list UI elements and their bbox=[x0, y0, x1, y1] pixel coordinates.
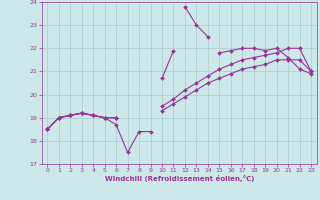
X-axis label: Windchill (Refroidissement éolien,°C): Windchill (Refroidissement éolien,°C) bbox=[105, 175, 254, 182]
